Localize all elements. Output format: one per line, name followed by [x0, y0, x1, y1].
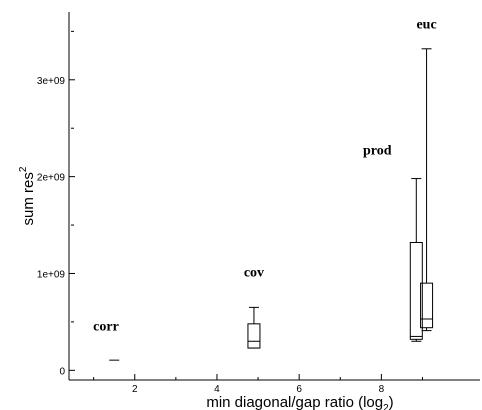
y-axis-ticks: 0 1e+09 2e+09 3e+09 — [37, 30, 75, 377]
box-prod — [409, 178, 423, 342]
y-tick-label: 0 — [59, 366, 65, 377]
x-axis-ticks: 2 4 6 8 — [93, 374, 423, 395]
group-labels: corr cov prod euc — [93, 17, 437, 334]
group-label-prod: prod — [363, 143, 392, 158]
x-axis-label: min diagonal/gap ratio (log2) — [206, 394, 393, 410]
x-tick-label: 2 — [132, 384, 138, 395]
x-tick-label: 4 — [214, 384, 220, 395]
y-tick-label: 2e+09 — [37, 173, 66, 184]
box-rect — [420, 282, 434, 329]
y-axis-label: sum res2 — [18, 166, 37, 225]
plot-frame — [68, 12, 480, 381]
y-tick-label: 1e+09 — [37, 269, 66, 280]
y-tick-label: 3e+09 — [37, 76, 66, 87]
box-cov — [247, 306, 261, 349]
x-tick-label: 8 — [379, 384, 385, 395]
box-rect — [247, 323, 261, 349]
group-label-cov: cov — [244, 265, 264, 280]
group-label-euc: euc — [416, 17, 436, 32]
box-euc — [420, 48, 434, 332]
box-series — [109, 48, 434, 361]
box-rect — [409, 241, 423, 340]
group-label-corr: corr — [93, 320, 119, 335]
x-tick-label: 6 — [296, 384, 302, 395]
